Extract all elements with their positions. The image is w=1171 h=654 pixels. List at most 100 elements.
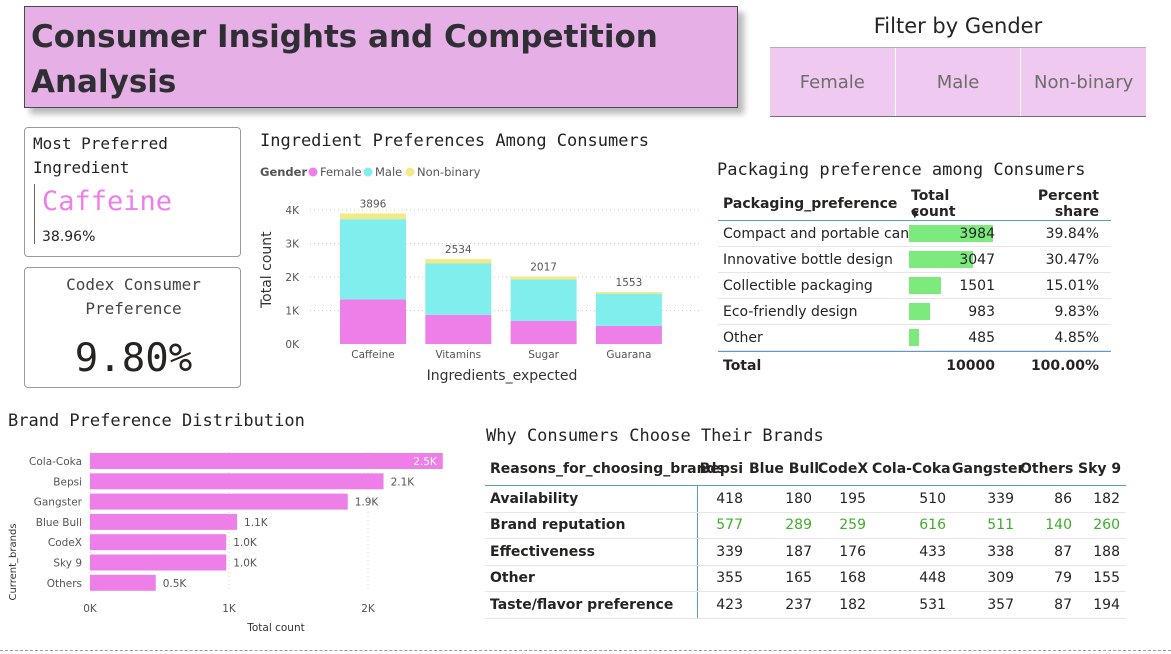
reason-name: Other [485,565,698,591]
header-brand[interactable]: Blue Bull [749,460,820,477]
data-label: 1553 [616,277,643,289]
table-row[interactable]: Effectiveness 339 187 176 433 338 87 188 [485,539,1126,566]
y-tick-label: Blue Bull [36,517,82,529]
table-cell: 168 [839,570,866,587]
bar-cola-coka[interactable] [90,453,443,469]
title-banner: Consumer Insights and Competition Analys… [24,6,738,108]
filter-male-button[interactable]: Male [895,48,1022,116]
table-cell: 194 [1093,596,1120,613]
table-row[interactable]: Collectible packaging 1501 15.01% [718,273,1111,299]
count-cell: 3984 [909,221,997,246]
y-axis-label: Current_brands [8,523,19,600]
bar-non-binary-vitamins[interactable] [425,259,492,264]
bar-male-sugar[interactable] [510,279,577,321]
codex-preference-card[interactable]: Codex Consumer Preference 9.80% [24,267,241,388]
data-label: 1.9K [355,497,380,509]
table-total-row: Total 10000 100.00% [718,351,1111,379]
bar-others[interactable] [90,574,156,591]
table-cell: 510 [919,490,946,507]
bar-female-guarana[interactable] [595,325,662,344]
bar-codex[interactable] [90,534,227,551]
card-value: 9.80% [74,336,193,381]
table-row[interactable]: Innovative bottle design 3047 30.47% [718,247,1111,273]
reasons-table[interactable]: Reasons_for_choosing_brands Bepsi Blue Bul… [485,452,1126,619]
card-label: Codex Consumer Preference [66,275,201,318]
reason-name: Effectiveness [485,539,698,565]
header-total-count[interactable]: Total count ▼ [909,187,997,221]
table-row[interactable]: Eco-friendly design 983 9.83% [718,299,1111,325]
data-label: 0.5K [163,578,188,590]
y-tick-label: Gangster [34,497,83,509]
card-divider [34,184,35,244]
filter-nonbinary-button[interactable]: Non-binary [1021,48,1147,116]
count-cell: 1501 [909,273,997,298]
x-axis-label: Total count [246,622,304,634]
y-tick-label: 2K [285,272,300,284]
table-cell: 165 [785,570,812,587]
header-brand[interactable]: Gangster [952,460,1025,477]
table-cell: 188 [1093,543,1120,560]
table-row[interactable]: Brand reputation 577 289 259 616 511 140 260 [485,512,1126,539]
share-value: 15.01% [1045,277,1099,294]
sort-desc-icon: ▼ [911,209,919,220]
table-body: Compact and portable cans 3984 39.84% Innov… [718,221,1111,351]
count-value: 485 [968,329,995,346]
packaging-table[interactable]: Packaging_preference Total count ▼ Percen… [718,187,1111,379]
table-cell: 79 [1054,570,1072,587]
y-tick-label: Cola-Coka [29,456,82,468]
reasons-title: Why Consumers Choose Their Brands [486,426,824,446]
table-row[interactable]: Availability 418 180 195 510 339 86 182 [485,486,1126,513]
header-brand[interactable]: CodeX [818,460,869,477]
header-brand[interactable]: Cola-Coka [872,460,951,477]
bar-female-vitamins[interactable] [425,314,492,344]
total-share: 100.00% [1030,357,1099,374]
share-value: 30.47% [1045,251,1099,268]
ingredient-chart-title: Ingredient Preferences Among Consumers [260,131,649,151]
y-tick-label: Others [47,578,82,590]
most-preferred-ingredient-card[interactable]: Most Preferred Ingredient Caffeine 38.96… [24,127,241,257]
brand-chart[interactable]: Cola-Coka 2.5K Bepsi 2.1K Gangster 1.9K Blue B… [0,440,460,640]
header-percent-share[interactable]: Percent share [1037,187,1099,220]
total-label: Total [723,357,762,374]
count-value: 983 [968,303,995,320]
table-row[interactable]: Other 485 4.85% [718,325,1111,351]
header-packaging[interactable]: Packaging_preference [723,195,898,212]
bar-non-binary-guarana[interactable] [595,291,662,294]
filter-female-button[interactable]: Female [770,48,896,116]
count-cell: 3047 [909,247,997,272]
bar-female-sugar[interactable] [510,320,577,344]
bar-bepsi[interactable] [90,473,384,490]
header-brand[interactable]: Bepsi [699,460,743,477]
x-tick-label: 2K [361,603,376,615]
header-reason[interactable]: Reasons_for_choosing_brands [490,460,725,477]
bar-blue-bull[interactable] [90,513,238,530]
bar-male-vitamins[interactable] [425,263,492,315]
table-cell: 182 [1093,490,1120,507]
bar-male-caffeine[interactable] [340,219,406,300]
share-value: 39.84% [1045,225,1099,242]
packaging-name: Eco-friendly design [723,303,858,320]
reason-name: Availability [485,486,698,512]
bar-gangster[interactable] [90,493,348,510]
header-brand[interactable]: Others [1020,460,1074,477]
x-tick-label: Vitamins [435,349,481,361]
table-cell: 237 [785,596,812,613]
legend-title: Gender [260,165,307,179]
table-row[interactable]: Compact and portable cans 3984 39.84% [718,221,1111,247]
filter-title: Filter by Gender [873,14,1043,38]
count-cell: 983 [909,299,997,324]
header-brand[interactable]: Sky 9 [1078,460,1122,477]
bar-sky-9[interactable] [90,554,227,571]
y-tick-label: CodeX [48,537,82,549]
bar-male-guarana[interactable] [595,293,662,326]
table-cell: 355 [716,570,743,587]
bar-female-caffeine[interactable] [340,299,406,344]
ingredient-chart[interactable]: Gender Female Male Non-binary 0K 1K 2K 3K 4K… [255,160,705,390]
x-tick-label: 0K [83,603,98,615]
table-row[interactable]: Taste/flavor preference 423 237 182 531 357 87… [485,592,1126,619]
legend-female-swatch [308,167,318,177]
table-row[interactable]: Other 355 165 168 448 309 79 155 [485,565,1126,592]
y-tick-label: 0K [285,339,300,351]
bar-non-binary-sugar[interactable] [510,276,577,280]
bar-non-binary-caffeine[interactable] [340,213,406,220]
